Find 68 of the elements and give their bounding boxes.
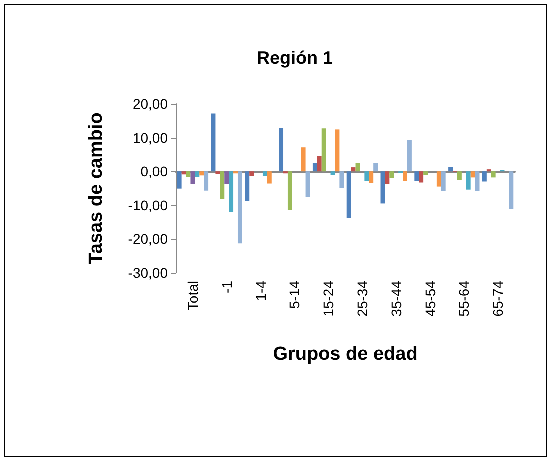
bar — [424, 172, 428, 176]
bar — [509, 172, 514, 210]
bar — [364, 172, 370, 182]
bar — [238, 172, 242, 244]
bar — [220, 172, 225, 200]
bar — [182, 172, 186, 175]
bar — [369, 172, 374, 184]
x-tick-label: 5-14 — [286, 280, 303, 310]
y-tick-label: -30,00 — [128, 265, 168, 281]
bar — [301, 148, 306, 172]
bar — [267, 172, 272, 184]
x-tick-label: 65-74 — [490, 280, 506, 317]
bar — [457, 172, 462, 180]
bar — [390, 172, 394, 178]
bar — [441, 172, 446, 192]
y-axis-title: Tasas de cambio — [86, 112, 107, 264]
bar — [177, 172, 182, 189]
bar — [340, 172, 344, 188]
bar — [351, 168, 356, 172]
bar — [380, 172, 386, 204]
bar — [374, 163, 378, 172]
bar — [186, 172, 191, 178]
bar — [385, 172, 390, 184]
bar — [317, 156, 322, 172]
x-tick-label: 35-44 — [388, 280, 404, 317]
x-tick-label: Total — [184, 281, 201, 311]
x-tick-label: 15-24 — [320, 280, 337, 317]
bar — [216, 172, 220, 174]
y-tick-label: 20,00 — [132, 96, 168, 112]
x-tick-label: 45-54 — [422, 280, 438, 317]
x-tick-label: 55-64 — [456, 280, 472, 317]
y-tick-label: -10,00 — [128, 197, 168, 214]
y-tick-label: -20,00 — [128, 231, 168, 248]
bar — [448, 167, 454, 172]
bar — [482, 172, 487, 182]
bar — [322, 128, 326, 172]
bar — [466, 172, 471, 190]
bar — [356, 163, 360, 172]
bar — [335, 130, 340, 172]
x-tick-label: 1-4 — [252, 280, 269, 302]
bar — [330, 172, 336, 176]
bar — [250, 172, 254, 176]
x-axis-title: Grupos de edad — [273, 344, 418, 365]
bar — [229, 172, 234, 212]
bar — [491, 172, 496, 178]
bar — [436, 172, 442, 187]
chart-title: Región 1 — [256, 48, 334, 68]
bar — [346, 172, 352, 218]
bar — [224, 172, 230, 184]
y-tick-label: 0,00 — [140, 164, 168, 180]
bar — [306, 172, 310, 198]
bar — [204, 172, 209, 191]
bar — [262, 172, 268, 176]
y-tick-label: 10,00 — [132, 130, 168, 146]
x-tick-label: 25-34 — [354, 280, 370, 317]
bar — [312, 163, 318, 172]
bar — [245, 172, 250, 202]
bar — [279, 128, 284, 172]
bar — [419, 172, 424, 183]
bar — [288, 172, 292, 210]
bar — [195, 172, 200, 178]
bar — [407, 140, 412, 172]
bar — [414, 172, 420, 182]
x-tick-label: -1 — [218, 280, 235, 294]
bar — [403, 172, 408, 182]
bar — [190, 172, 196, 184]
bar — [200, 172, 204, 176]
bar — [470, 172, 476, 178]
